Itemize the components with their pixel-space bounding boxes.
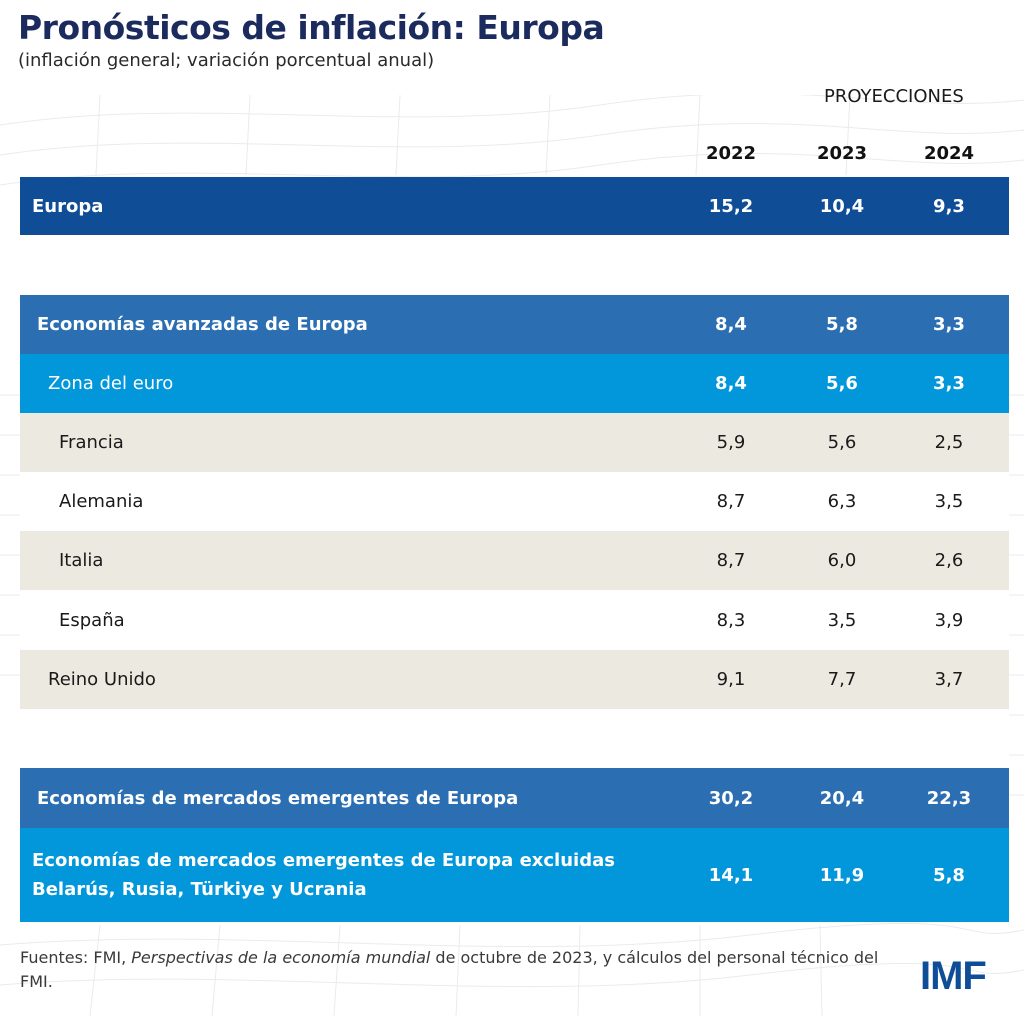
cell-2022: 9,1 [716, 669, 746, 690]
table-row-germany: Alemania 8,7 6,3 3,5 [20, 472, 1009, 531]
row-label: Europa [32, 195, 104, 217]
row-label-line2: Belarús, Rusia, Türkiye y Ucrania [32, 879, 367, 900]
cell-2023: 6,3 [827, 491, 857, 512]
table-row-euro-area: Zona del euro 8,4 5,6 3,3 [20, 354, 1009, 413]
cell-2023: 11,9 [819, 864, 865, 886]
cell-2024: 3,9 [934, 609, 964, 631]
source-note: Fuentes: FMI, Perspectivas de la economí… [20, 946, 880, 994]
cell-2023: 5,6 [827, 432, 857, 453]
background-wave-grid [0, 95, 1024, 1016]
cell-2022: 5,9 [716, 432, 746, 453]
source-publication: Perspectivas de la economía mundial [131, 948, 431, 967]
table-row-europa: Europa 15,2 10,4 9,3 [20, 177, 1009, 235]
cell-2022: 15,2 [708, 195, 754, 217]
cell-2023: 3,5 [827, 609, 857, 631]
column-header-2022: 2022 [705, 143, 757, 164]
projections-label: PROYECCIONES [824, 86, 964, 107]
row-label: Italia [59, 550, 104, 571]
cell-2024: 5,8 [933, 864, 965, 886]
cell-2022: 30,2 [708, 787, 754, 809]
row-label: Reino Unido [48, 669, 156, 690]
cell-2022: 14,1 [708, 864, 754, 886]
cell-2024: 22,3 [926, 787, 972, 809]
table-row-emerging-europe-excl: Economías de mercados emergentes de Euro… [20, 828, 1009, 922]
row-label: Economías avanzadas de Europa [37, 314, 368, 335]
cell-2023: 10,4 [819, 195, 865, 217]
cell-2024: 3,3 [933, 373, 965, 394]
column-header-2023: 2023 [816, 143, 868, 164]
row-label: Francia [59, 432, 124, 453]
table-row-emerging-europe: Economías de mercados emergentes de Euro… [20, 768, 1009, 828]
cell-2023: 7,7 [827, 669, 857, 690]
table-row-france: Francia 5,9 5,6 2,5 [20, 413, 1009, 472]
table-row-italy: Italia 8,7 6,0 2,6 [20, 531, 1009, 590]
cell-2022: 8,4 [715, 314, 747, 335]
row-label-line1: Economías de mercados emergentes de Euro… [32, 850, 615, 871]
cell-2024: 2,6 [934, 550, 964, 571]
row-label: Alemania [59, 491, 144, 512]
cell-2024: 9,3 [933, 195, 965, 217]
imf-logo: IMF [920, 954, 987, 998]
cell-2024: 3,7 [934, 669, 964, 690]
cell-2022: 8,3 [716, 609, 746, 631]
cell-2023: 6,0 [827, 550, 857, 571]
cell-2022: 8,4 [715, 373, 747, 394]
row-label: Zona del euro [48, 373, 174, 394]
cell-2023: 5,6 [826, 373, 858, 394]
source-prefix: Fuentes: FMI, [20, 948, 132, 967]
cell-2023: 5,8 [826, 314, 858, 335]
cell-2024: 3,5 [934, 491, 964, 512]
cell-2023: 20,4 [819, 787, 865, 809]
row-label: Economías de mercados emergentes de Euro… [32, 846, 615, 904]
table-row-advanced-economies: Economías avanzadas de Europa 8,4 5,8 3,… [20, 295, 1009, 354]
row-label: Economías de mercados emergentes de Euro… [37, 787, 519, 809]
source-suffix: de octubre de 2023, y cálculos del perso… [20, 948, 879, 991]
chart-subtitle: (inflación general; variación porcentual… [18, 50, 435, 71]
cell-2024: 3,3 [933, 314, 965, 335]
cell-2024: 2,5 [934, 432, 964, 453]
table-row-spain: España 8,3 3,5 3,9 [20, 590, 1009, 650]
table-row-united-kingdom: Reino Unido 9,1 7,7 3,7 [20, 650, 1009, 709]
column-header-2024: 2024 [923, 143, 975, 164]
cell-2022: 8,7 [716, 491, 746, 512]
cell-2022: 8,7 [716, 550, 746, 571]
row-label: España [59, 609, 125, 631]
chart-title: Pronósticos de inflación: Europa [18, 8, 605, 47]
